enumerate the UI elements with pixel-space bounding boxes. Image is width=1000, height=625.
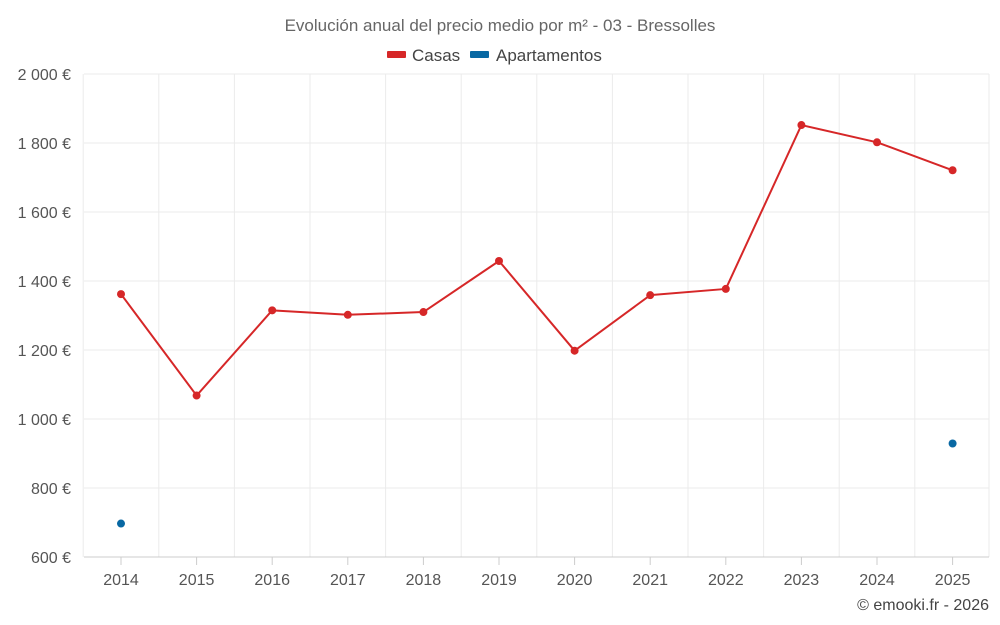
legend-item-casas[interactable]: Casas bbox=[387, 46, 460, 65]
x-tick-label: 2019 bbox=[481, 572, 517, 589]
y-tick-label: 1 600 € bbox=[18, 205, 71, 222]
data-point-casas[interactable] bbox=[873, 138, 881, 147]
data-point-casas[interactable] bbox=[343, 310, 352, 319]
x-tick-label: 2025 bbox=[935, 572, 971, 589]
legend: Casas Apartamentos bbox=[387, 46, 602, 65]
y-tick-label: 1 200 € bbox=[18, 343, 71, 360]
y-tick-label: 2 000 € bbox=[18, 67, 71, 84]
legend-label-casas: Casas bbox=[412, 46, 460, 65]
y-tick-label: 600 € bbox=[31, 550, 71, 567]
data-point-casas[interactable] bbox=[646, 291, 655, 300]
y-tick-label: 1 000 € bbox=[18, 412, 71, 429]
x-gridlines bbox=[82, 74, 990, 557]
legend-item-apartamentos[interactable]: Apartamentos bbox=[470, 46, 602, 65]
series-apartamentos bbox=[117, 439, 957, 528]
data-point-casas[interactable] bbox=[721, 284, 730, 293]
y-axis-labels: 600 € 800 € 1 000 € 1 200 € 1 400 € 1 600 € 1 … bbox=[18, 67, 71, 567]
data-point-casas[interactable] bbox=[570, 346, 579, 355]
legend-swatch-apartamentos bbox=[470, 51, 489, 58]
legend-label-apartamentos: Apartamentos bbox=[496, 46, 602, 65]
x-tick-label: 2017 bbox=[330, 572, 366, 589]
series-line-casas bbox=[120, 124, 953, 397]
data-point-casas[interactable] bbox=[948, 166, 957, 175]
x-tick-label: 2020 bbox=[557, 572, 593, 589]
data-point-casas[interactable] bbox=[192, 391, 201, 400]
x-tick-label: 2015 bbox=[179, 572, 215, 589]
data-point-casas[interactable] bbox=[797, 121, 806, 130]
x-axis bbox=[84, 556, 989, 565]
x-tick-label: 2023 bbox=[784, 572, 820, 589]
chart-title: Evolución anual del precio medio por m² … bbox=[285, 16, 716, 35]
x-tick-label: 2024 bbox=[859, 572, 895, 589]
x-tick-label: 2018 bbox=[406, 572, 442, 589]
x-tick-label: 2014 bbox=[103, 572, 139, 589]
credit-text: © emooki.fr - 2026 bbox=[857, 597, 989, 614]
x-tick-label: 2022 bbox=[708, 572, 744, 589]
data-point-casas[interactable] bbox=[495, 256, 503, 265]
data-point-casas[interactable] bbox=[117, 290, 125, 299]
data-point-casas[interactable] bbox=[268, 306, 277, 315]
data-point-apartamentos[interactable] bbox=[117, 519, 125, 528]
data-point-casas[interactable] bbox=[419, 308, 428, 317]
y-tick-label: 1 400 € bbox=[18, 274, 71, 291]
x-tick-label: 2016 bbox=[254, 572, 290, 589]
y-tick-label: 800 € bbox=[31, 481, 71, 498]
series-layer bbox=[117, 121, 957, 528]
x-tick-label: 2021 bbox=[632, 572, 668, 589]
y-tick-label: 1 800 € bbox=[18, 136, 71, 153]
series-casas bbox=[117, 121, 957, 400]
data-point-apartamentos[interactable] bbox=[948, 439, 957, 448]
x-axis-labels: 2014 2015 2016 2017 2018 2019 2020 2021 2022 2023… bbox=[103, 572, 970, 589]
legend-swatch-casas bbox=[387, 51, 406, 58]
